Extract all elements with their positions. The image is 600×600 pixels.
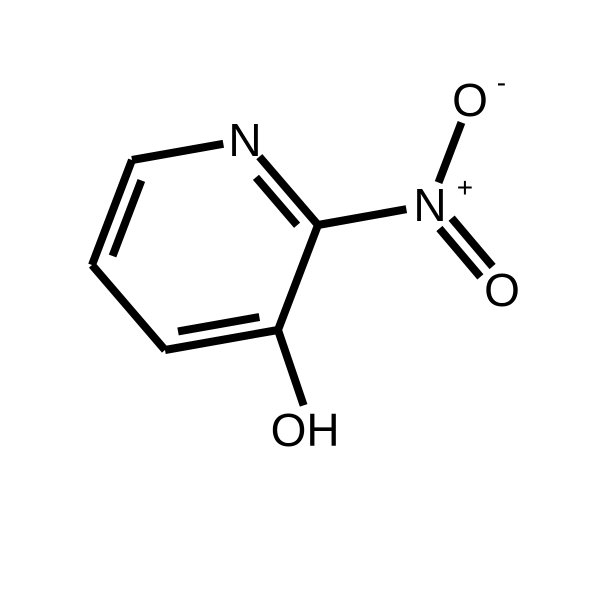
atom-O_dbl: O [484, 264, 520, 316]
atom-O_minus: O [452, 74, 488, 126]
atom-N_nitro: N [413, 179, 446, 231]
atom-N_ring: N [228, 114, 261, 166]
charge-N_nitro: + [457, 172, 473, 203]
atom-OH: OH [271, 404, 340, 456]
molecule-diagram: NN+O-OOH [0, 0, 600, 600]
charge-O_minus: - [497, 67, 506, 98]
